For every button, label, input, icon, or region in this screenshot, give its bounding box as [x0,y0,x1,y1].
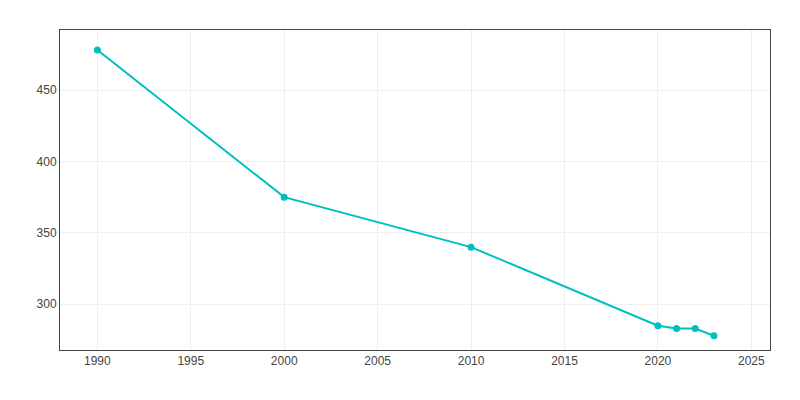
svg-text:2005: 2005 [364,354,391,368]
svg-text:1990: 1990 [84,354,111,368]
svg-text:450: 450 [37,83,57,97]
svg-text:2025: 2025 [738,354,765,368]
svg-text:350: 350 [37,226,57,240]
svg-text:1995: 1995 [177,354,204,368]
svg-text:2000: 2000 [271,354,298,368]
svg-text:300: 300 [37,297,57,311]
svg-text:2015: 2015 [551,354,578,368]
svg-text:2010: 2010 [458,354,485,368]
svg-text:2020: 2020 [645,354,672,368]
svg-text:400: 400 [37,155,57,169]
